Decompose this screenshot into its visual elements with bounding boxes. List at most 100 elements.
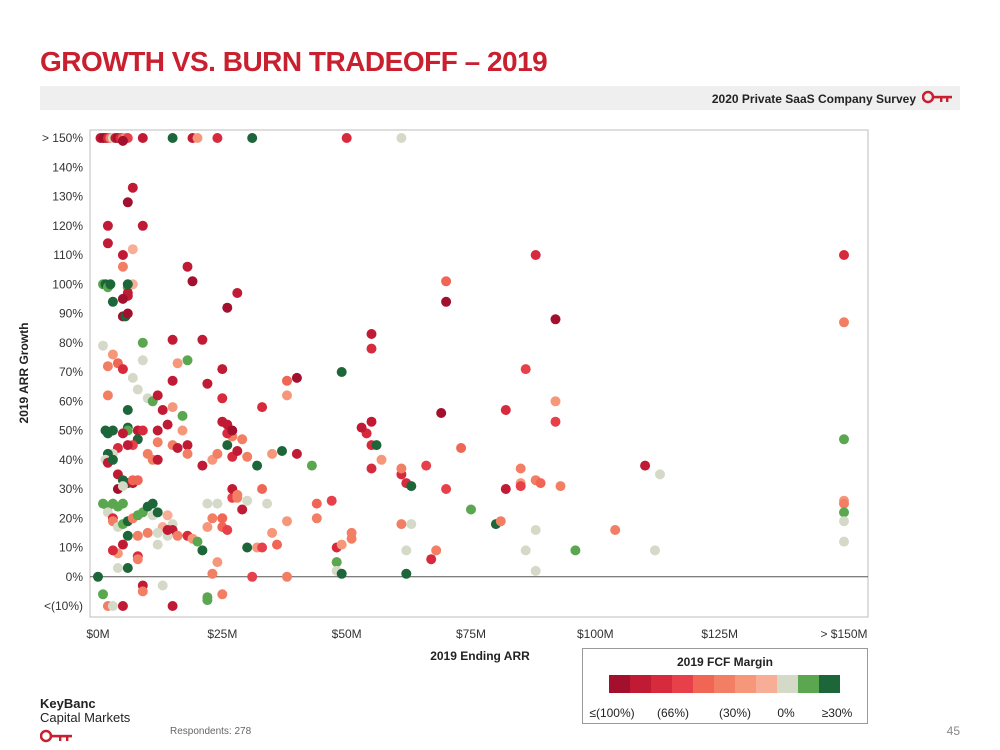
data-point	[137, 425, 148, 436]
data-point	[366, 463, 377, 474]
data-point	[456, 443, 467, 453]
data-point	[197, 460, 208, 471]
survey-banner: 2020 Private SaaS Company Survey	[40, 86, 960, 110]
data-point	[311, 513, 322, 524]
legend-swatch	[609, 675, 630, 693]
legend-swatch	[756, 675, 777, 693]
data-point	[441, 276, 452, 287]
data-point	[311, 498, 322, 509]
data-point	[207, 568, 218, 579]
page-number: 45	[946, 724, 960, 738]
data-point	[117, 250, 128, 260]
x-tick-label: $0M	[86, 627, 109, 641]
data-point	[117, 293, 128, 304]
data-point	[192, 133, 203, 143]
data-point	[132, 475, 143, 486]
data-point	[282, 375, 292, 386]
data-point	[396, 133, 407, 143]
data-point	[93, 571, 103, 582]
data-point	[137, 220, 148, 231]
legend-label: (30%)	[718, 706, 752, 720]
data-point	[117, 601, 128, 611]
data-point	[282, 516, 292, 527]
y-axis-title: 2019 ARR Growth	[17, 322, 31, 424]
data-point	[152, 539, 163, 550]
data-point	[132, 530, 143, 541]
legend-label: 0%	[777, 706, 795, 720]
data-point	[132, 384, 143, 395]
data-point	[142, 527, 153, 538]
x-tick-label: $25M	[207, 627, 237, 641]
data-point	[122, 440, 133, 451]
data-point	[247, 133, 258, 143]
respondents-note: Respondents: 278	[170, 726, 252, 737]
y-tick-label: > 150%	[42, 131, 83, 145]
data-point	[839, 317, 849, 328]
data-point	[217, 589, 228, 600]
y-tick-label: 60%	[59, 394, 83, 408]
y-tick-label: 0%	[66, 570, 84, 584]
key-icon	[39, 729, 74, 748]
data-point	[366, 343, 377, 354]
data-point	[839, 507, 849, 518]
data-point	[167, 133, 178, 143]
legend-swatch	[798, 675, 819, 693]
data-point	[495, 516, 506, 527]
y-tick-label: 10%	[59, 541, 83, 555]
data-point	[257, 484, 268, 494]
data-point	[326, 495, 337, 506]
data-point	[117, 135, 128, 146]
data-point	[167, 334, 178, 345]
x-axis-title: 2019 Ending ARR	[430, 649, 530, 663]
data-point	[535, 478, 546, 489]
data-point	[112, 563, 123, 573]
data-point	[152, 390, 163, 401]
x-tick-label: $50M	[332, 627, 362, 641]
data-point	[147, 498, 158, 509]
data-point	[267, 527, 278, 538]
legend-color-scale	[609, 675, 840, 693]
data-point	[202, 378, 213, 389]
data-point	[550, 314, 561, 325]
data-point	[406, 519, 417, 530]
data-point	[107, 349, 118, 360]
data-point	[431, 545, 442, 556]
data-point	[107, 454, 118, 465]
data-point	[257, 402, 268, 413]
data-point	[227, 425, 238, 436]
data-point	[436, 408, 447, 418]
data-point	[222, 525, 233, 535]
data-point	[237, 434, 248, 445]
data-point	[137, 586, 148, 597]
data-point	[117, 539, 128, 550]
y-tick-label: 40%	[59, 453, 83, 467]
data-point	[550, 416, 561, 427]
survey-label: 2020 Private SaaS Company Survey	[711, 92, 916, 106]
data-point	[127, 182, 138, 193]
data-point	[366, 416, 377, 427]
data-point	[182, 448, 193, 459]
data-point	[182, 261, 193, 272]
data-point	[197, 334, 208, 345]
data-point	[441, 484, 452, 494]
key-icon	[921, 90, 954, 109]
y-tick-label: 140%	[52, 160, 83, 174]
data-point	[277, 446, 287, 456]
data-point	[401, 568, 412, 579]
data-point	[232, 492, 243, 503]
legend-swatch	[819, 675, 840, 693]
legend-swatch	[672, 675, 693, 693]
legend-swatch	[735, 675, 756, 693]
data-point	[242, 542, 253, 553]
data-point	[102, 220, 113, 231]
data-point	[117, 498, 128, 509]
legend-label: (66%)	[656, 706, 690, 720]
data-point	[655, 469, 665, 480]
data-point	[839, 536, 849, 547]
data-point	[222, 302, 233, 313]
data-point	[192, 536, 203, 547]
data-point	[515, 481, 526, 492]
data-point	[650, 545, 660, 556]
brand-logo: KeyBanc Capital Markets	[40, 697, 130, 725]
